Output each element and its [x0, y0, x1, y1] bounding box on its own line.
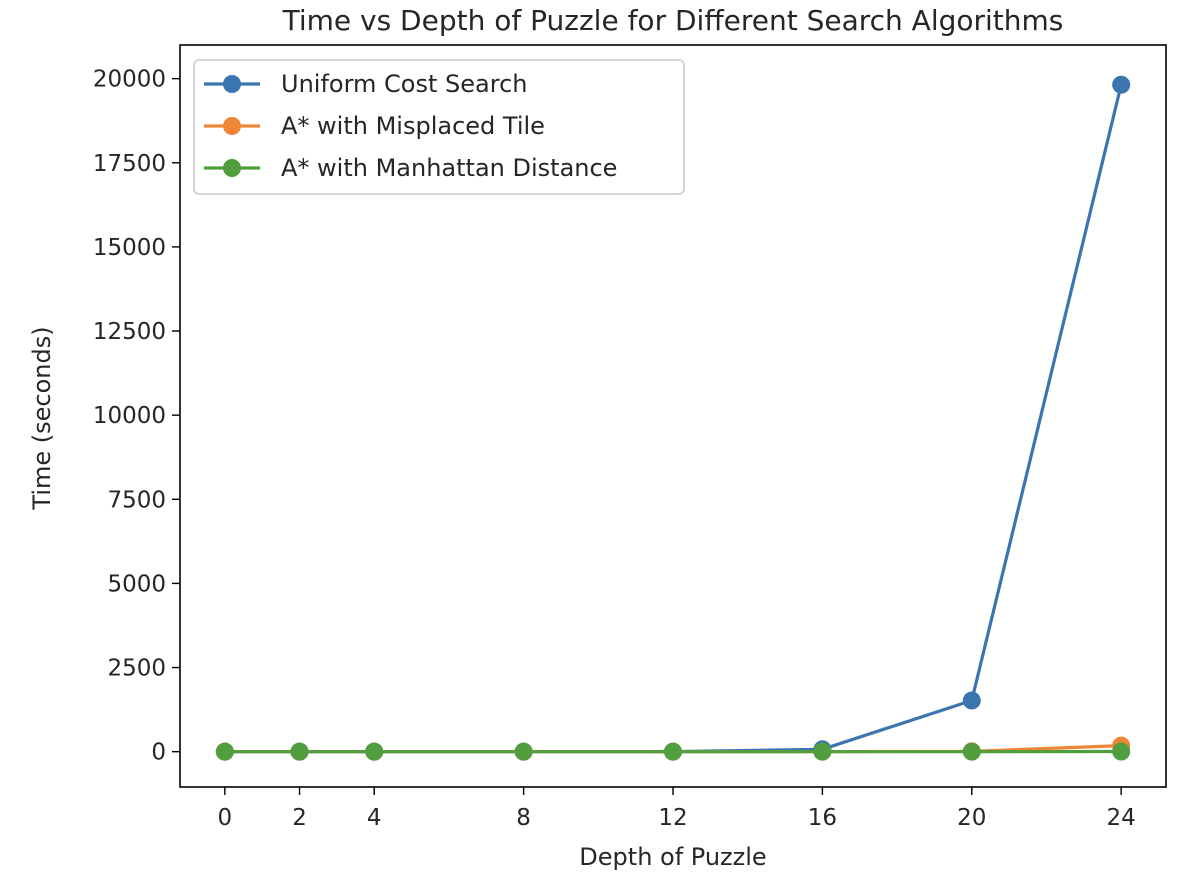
y-tick-label: 5000	[107, 571, 166, 597]
data-point	[813, 742, 832, 761]
y-tick-label: 17500	[93, 151, 166, 177]
data-point	[962, 742, 981, 761]
data-point	[365, 742, 384, 761]
legend-item: A* with Manhattan Distance	[204, 154, 617, 182]
data-point	[1112, 75, 1131, 94]
data-point	[1112, 742, 1131, 761]
x-tick-label: 8	[516, 805, 531, 831]
x-tick-label: 2	[292, 805, 307, 831]
data-point	[664, 742, 682, 761]
legend-marker	[223, 75, 241, 93]
data-point	[290, 742, 309, 761]
legend: Uniform Cost Search A* with Misplaced Til…	[193, 59, 685, 195]
legend-item: A* with Misplaced Tile	[204, 112, 545, 140]
chart-title: Time vs Depth of Puzzle for Different Se…	[282, 4, 1064, 37]
data-point	[962, 691, 981, 710]
y-tick-label: 7500	[107, 487, 166, 513]
series-a-with-manhattan-distance	[215, 742, 1131, 761]
data-point	[215, 742, 234, 761]
y-tick-label: 0	[151, 740, 166, 766]
legend-marker	[223, 117, 241, 135]
legend-label: Uniform Cost Search	[281, 70, 527, 98]
x-tick-label: 4	[367, 805, 382, 831]
x-tick-label: 12	[658, 805, 687, 831]
y-tick-label: 2500	[107, 656, 166, 682]
legend-label: A* with Manhattan Distance	[281, 154, 617, 182]
legend-label: A* with Misplaced Tile	[281, 112, 545, 140]
x-tick-label: 0	[217, 805, 232, 831]
legend-marker	[223, 159, 241, 177]
y-tick-label: 15000	[93, 235, 166, 261]
x-tick-label: 24	[1107, 805, 1136, 831]
data-point	[514, 742, 533, 761]
y-tick-label: 12500	[93, 319, 166, 345]
legend-box	[193, 59, 685, 195]
x-tick-label: 20	[957, 805, 986, 831]
x-tick-label: 16	[808, 805, 837, 831]
y-tick-label: 20000	[93, 67, 166, 93]
y-tick-label: 10000	[93, 403, 166, 429]
series-layer	[215, 75, 1131, 761]
x-axis-label: Depth of Puzzle	[579, 843, 766, 871]
y-axis-label: Time (seconds)	[28, 326, 56, 510]
legend-item: Uniform Cost Search	[204, 70, 527, 98]
